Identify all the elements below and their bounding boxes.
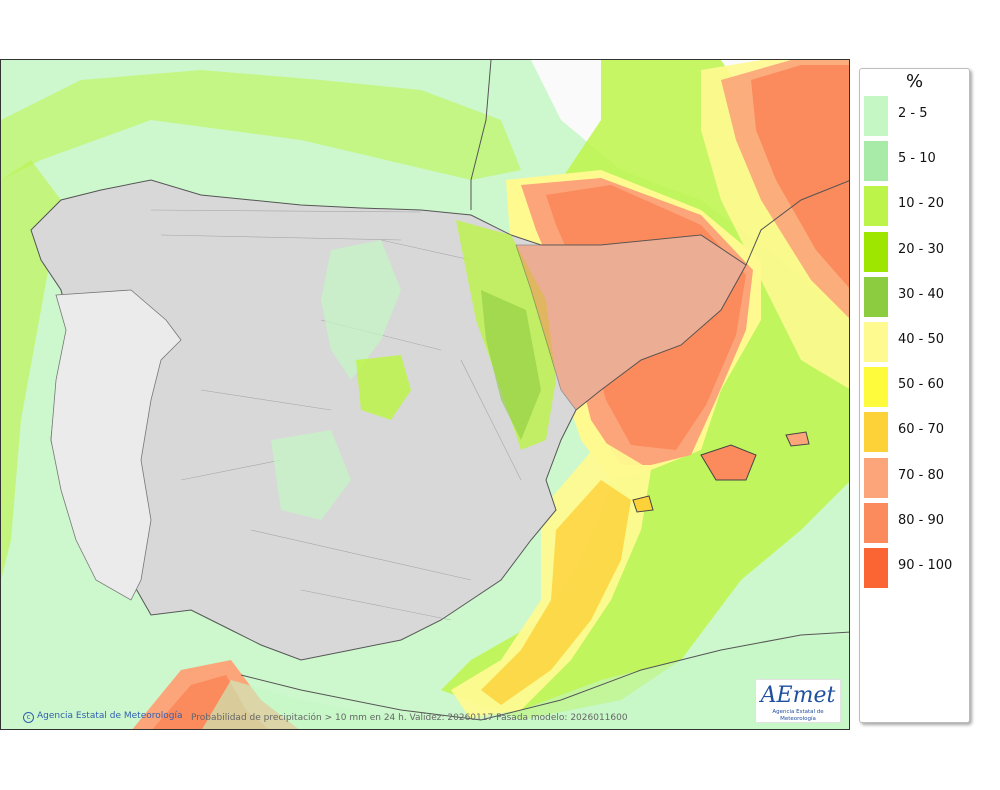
legend: % 2 - 5 5 - 10 10 - 20 20 - 30 30 - 40 40 - 5… xyxy=(859,68,970,723)
legend-label: 5 - 10 xyxy=(898,151,936,167)
legend-swatch xyxy=(864,548,888,588)
map-caption: Probabilidad de precipitación > 10 mm en… xyxy=(191,713,628,723)
legend-swatch xyxy=(864,412,888,453)
legend-item: 90 - 100 xyxy=(864,545,969,588)
legend-item: 50 - 60 xyxy=(864,364,969,408)
legend-label: 30 - 40 xyxy=(898,286,945,302)
legend-swatch xyxy=(864,367,888,408)
legend-item: 5 - 10 xyxy=(864,138,969,182)
mallorca-island xyxy=(700,444,757,481)
legend-swatch xyxy=(864,231,888,272)
legend-swatch xyxy=(864,502,888,543)
credit-text: Agencia Estatal de Meteorología xyxy=(37,711,183,721)
legend-unit-label: % xyxy=(905,71,924,92)
logo-subtext: Agencia Estatal de Meteorología xyxy=(772,709,824,722)
legend-label: 60 - 70 xyxy=(898,422,945,438)
map-credit: c Agencia Estatal de Meteorología xyxy=(23,711,183,723)
legend-label: 20 - 30 xyxy=(898,241,945,257)
legend-item: 30 - 40 xyxy=(864,274,969,317)
legend-label: 40 - 50 xyxy=(898,332,945,347)
legend-label: 90 - 100 xyxy=(898,558,953,573)
aemet-logo: AEmet Agencia Estatal de Meteorología xyxy=(755,679,841,723)
legend-item: 40 - 50 xyxy=(864,319,969,362)
legend-label: 70 - 80 xyxy=(898,467,945,483)
legend-swatch xyxy=(864,186,888,227)
legend-swatch xyxy=(864,457,888,498)
copyright-icon: c xyxy=(23,712,34,723)
logo-mark: AEmet xyxy=(760,683,836,708)
legend-label: 80 - 90 xyxy=(898,512,945,528)
legend-item: 20 - 30 xyxy=(864,229,969,272)
legend-swatch xyxy=(864,96,888,136)
legend-label: 2 - 5 xyxy=(898,106,928,121)
legend-item: 70 - 80 xyxy=(864,455,969,498)
precipitation-probability-field xyxy=(1,60,849,729)
ibiza-island xyxy=(632,495,654,513)
legend-swatch xyxy=(864,322,888,362)
probability-map: c Agencia Estatal de Meteorología Probabi… xyxy=(0,59,850,730)
legend-swatch xyxy=(864,141,888,182)
legend-item: 60 - 70 xyxy=(864,409,969,453)
legend-item: 10 - 20 xyxy=(864,183,969,227)
legend-item: 2 - 5 xyxy=(864,93,969,136)
menorca-island xyxy=(785,431,810,447)
legend-label: 10 - 20 xyxy=(898,196,945,212)
legend-item: 80 - 90 xyxy=(864,500,969,543)
legend-label: 50 - 60 xyxy=(898,377,945,393)
legend-swatch xyxy=(864,276,888,317)
